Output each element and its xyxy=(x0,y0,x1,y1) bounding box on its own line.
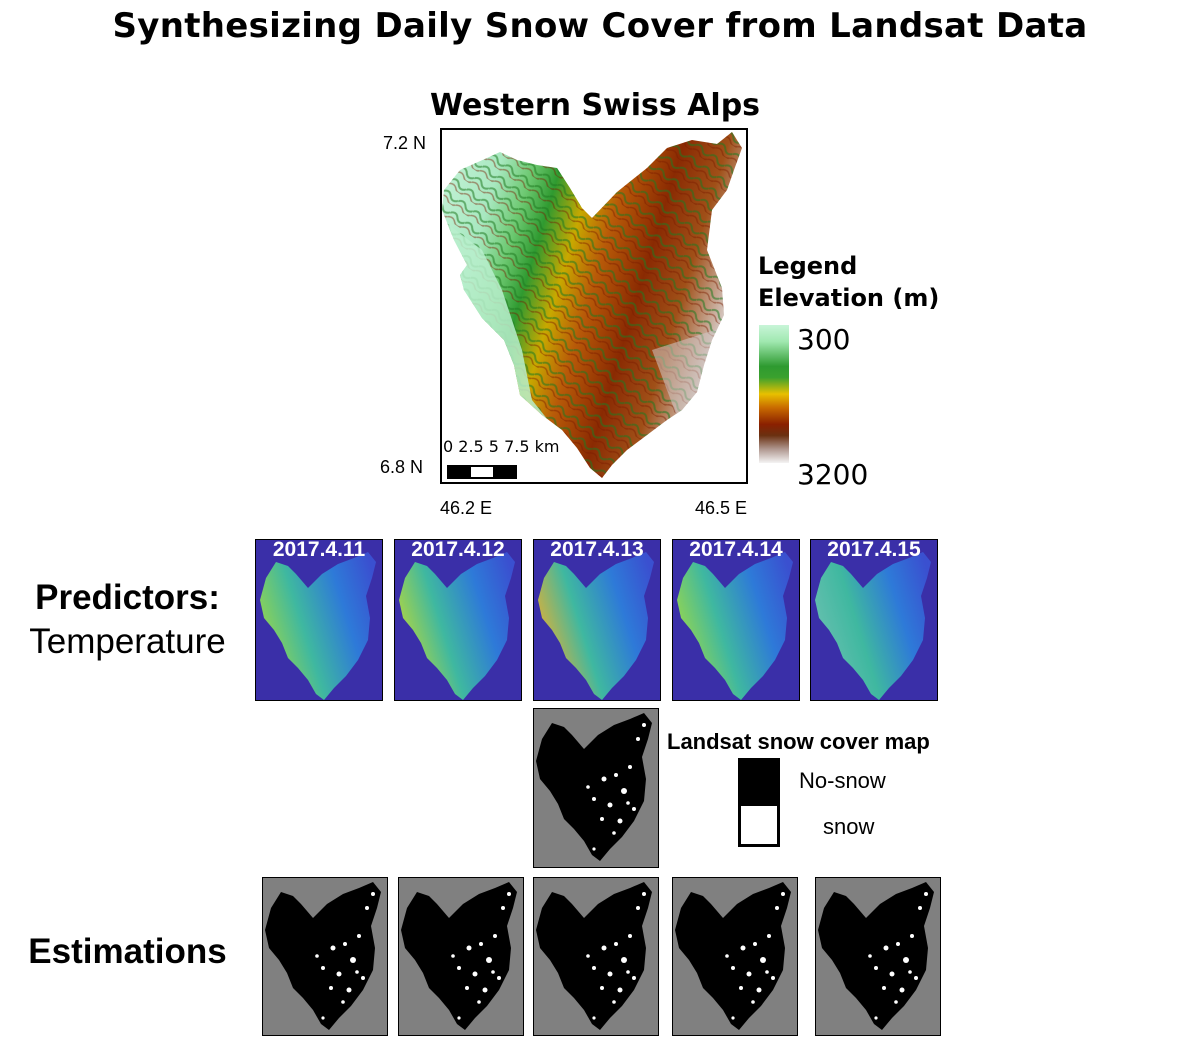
page-title: Synthesizing Daily Snow Cover from Lands… xyxy=(112,6,1088,46)
landsat-snow-map-image xyxy=(534,709,659,868)
date-label: 2017.4.12 xyxy=(411,539,505,561)
temperature-panel: 2017.4.11 xyxy=(255,539,383,701)
legend-max-value: 3200 xyxy=(797,458,869,491)
date-label: 2017.4.14 xyxy=(689,539,783,561)
temperature-panel: 2017.4.15 xyxy=(810,539,938,701)
estimation-panel xyxy=(815,877,941,1036)
estimation-map-image xyxy=(673,878,798,1036)
longitude-left-label: 46.2 E xyxy=(440,498,493,518)
predictors-subtitle: Temperature xyxy=(29,622,226,661)
temperature-map-image xyxy=(399,552,515,700)
temperature-map-image xyxy=(677,552,793,700)
temperature-map-image xyxy=(260,552,376,700)
estimation-panel xyxy=(672,877,798,1036)
scale-bar-label: 0 2.5 5 7.5 km xyxy=(443,437,560,456)
date-label: 2017.4.15 xyxy=(827,539,921,561)
temperature-panel: 2017.4.12 xyxy=(394,539,522,701)
longitude-right-label: 46.5 E xyxy=(695,498,748,518)
no-snow-label: No-snow xyxy=(799,768,886,793)
elevation-legend-title: Legend Elevation (m) xyxy=(758,250,939,314)
map-title: Western Swiss Alps xyxy=(429,88,761,123)
snow-swatch xyxy=(738,803,780,847)
temperature-map-image xyxy=(815,552,931,700)
legend-min-value: 300 xyxy=(797,323,851,356)
temperature-panel: 2017.4.14 xyxy=(672,539,800,701)
latitude-top-label: 7.2 N xyxy=(383,133,427,153)
date-label: 2017.4.11 xyxy=(272,539,366,561)
elevation-map xyxy=(440,128,748,484)
predictors-title: Predictors: xyxy=(35,578,220,617)
estimations-title: Estimations xyxy=(28,932,227,971)
estimation-panel xyxy=(533,877,659,1036)
estimation-panel xyxy=(398,877,524,1036)
snow-legend-title: Landsat snow cover map xyxy=(667,729,930,754)
estimation-map-image xyxy=(534,878,659,1036)
landsat-snow-map xyxy=(533,708,659,868)
no-snow-swatch xyxy=(738,758,780,804)
temperature-map-image xyxy=(538,552,654,700)
legend-unit: Elevation (m) xyxy=(758,284,940,312)
estimation-map-image xyxy=(816,878,941,1036)
elevation-color-ramp xyxy=(759,325,789,463)
snow-label: snow xyxy=(823,814,875,839)
elevation-map-image xyxy=(442,132,742,478)
latitude-bottom-label: 6.8 N xyxy=(380,457,424,477)
estimation-panel xyxy=(262,877,388,1036)
temperature-panel: 2017.4.13 xyxy=(533,539,661,701)
scale-bar xyxy=(447,465,517,479)
estimation-map-image xyxy=(263,878,388,1036)
estimation-map-image xyxy=(399,878,524,1036)
date-label: 2017.4.13 xyxy=(550,539,644,561)
legend-heading: Legend xyxy=(758,252,858,280)
